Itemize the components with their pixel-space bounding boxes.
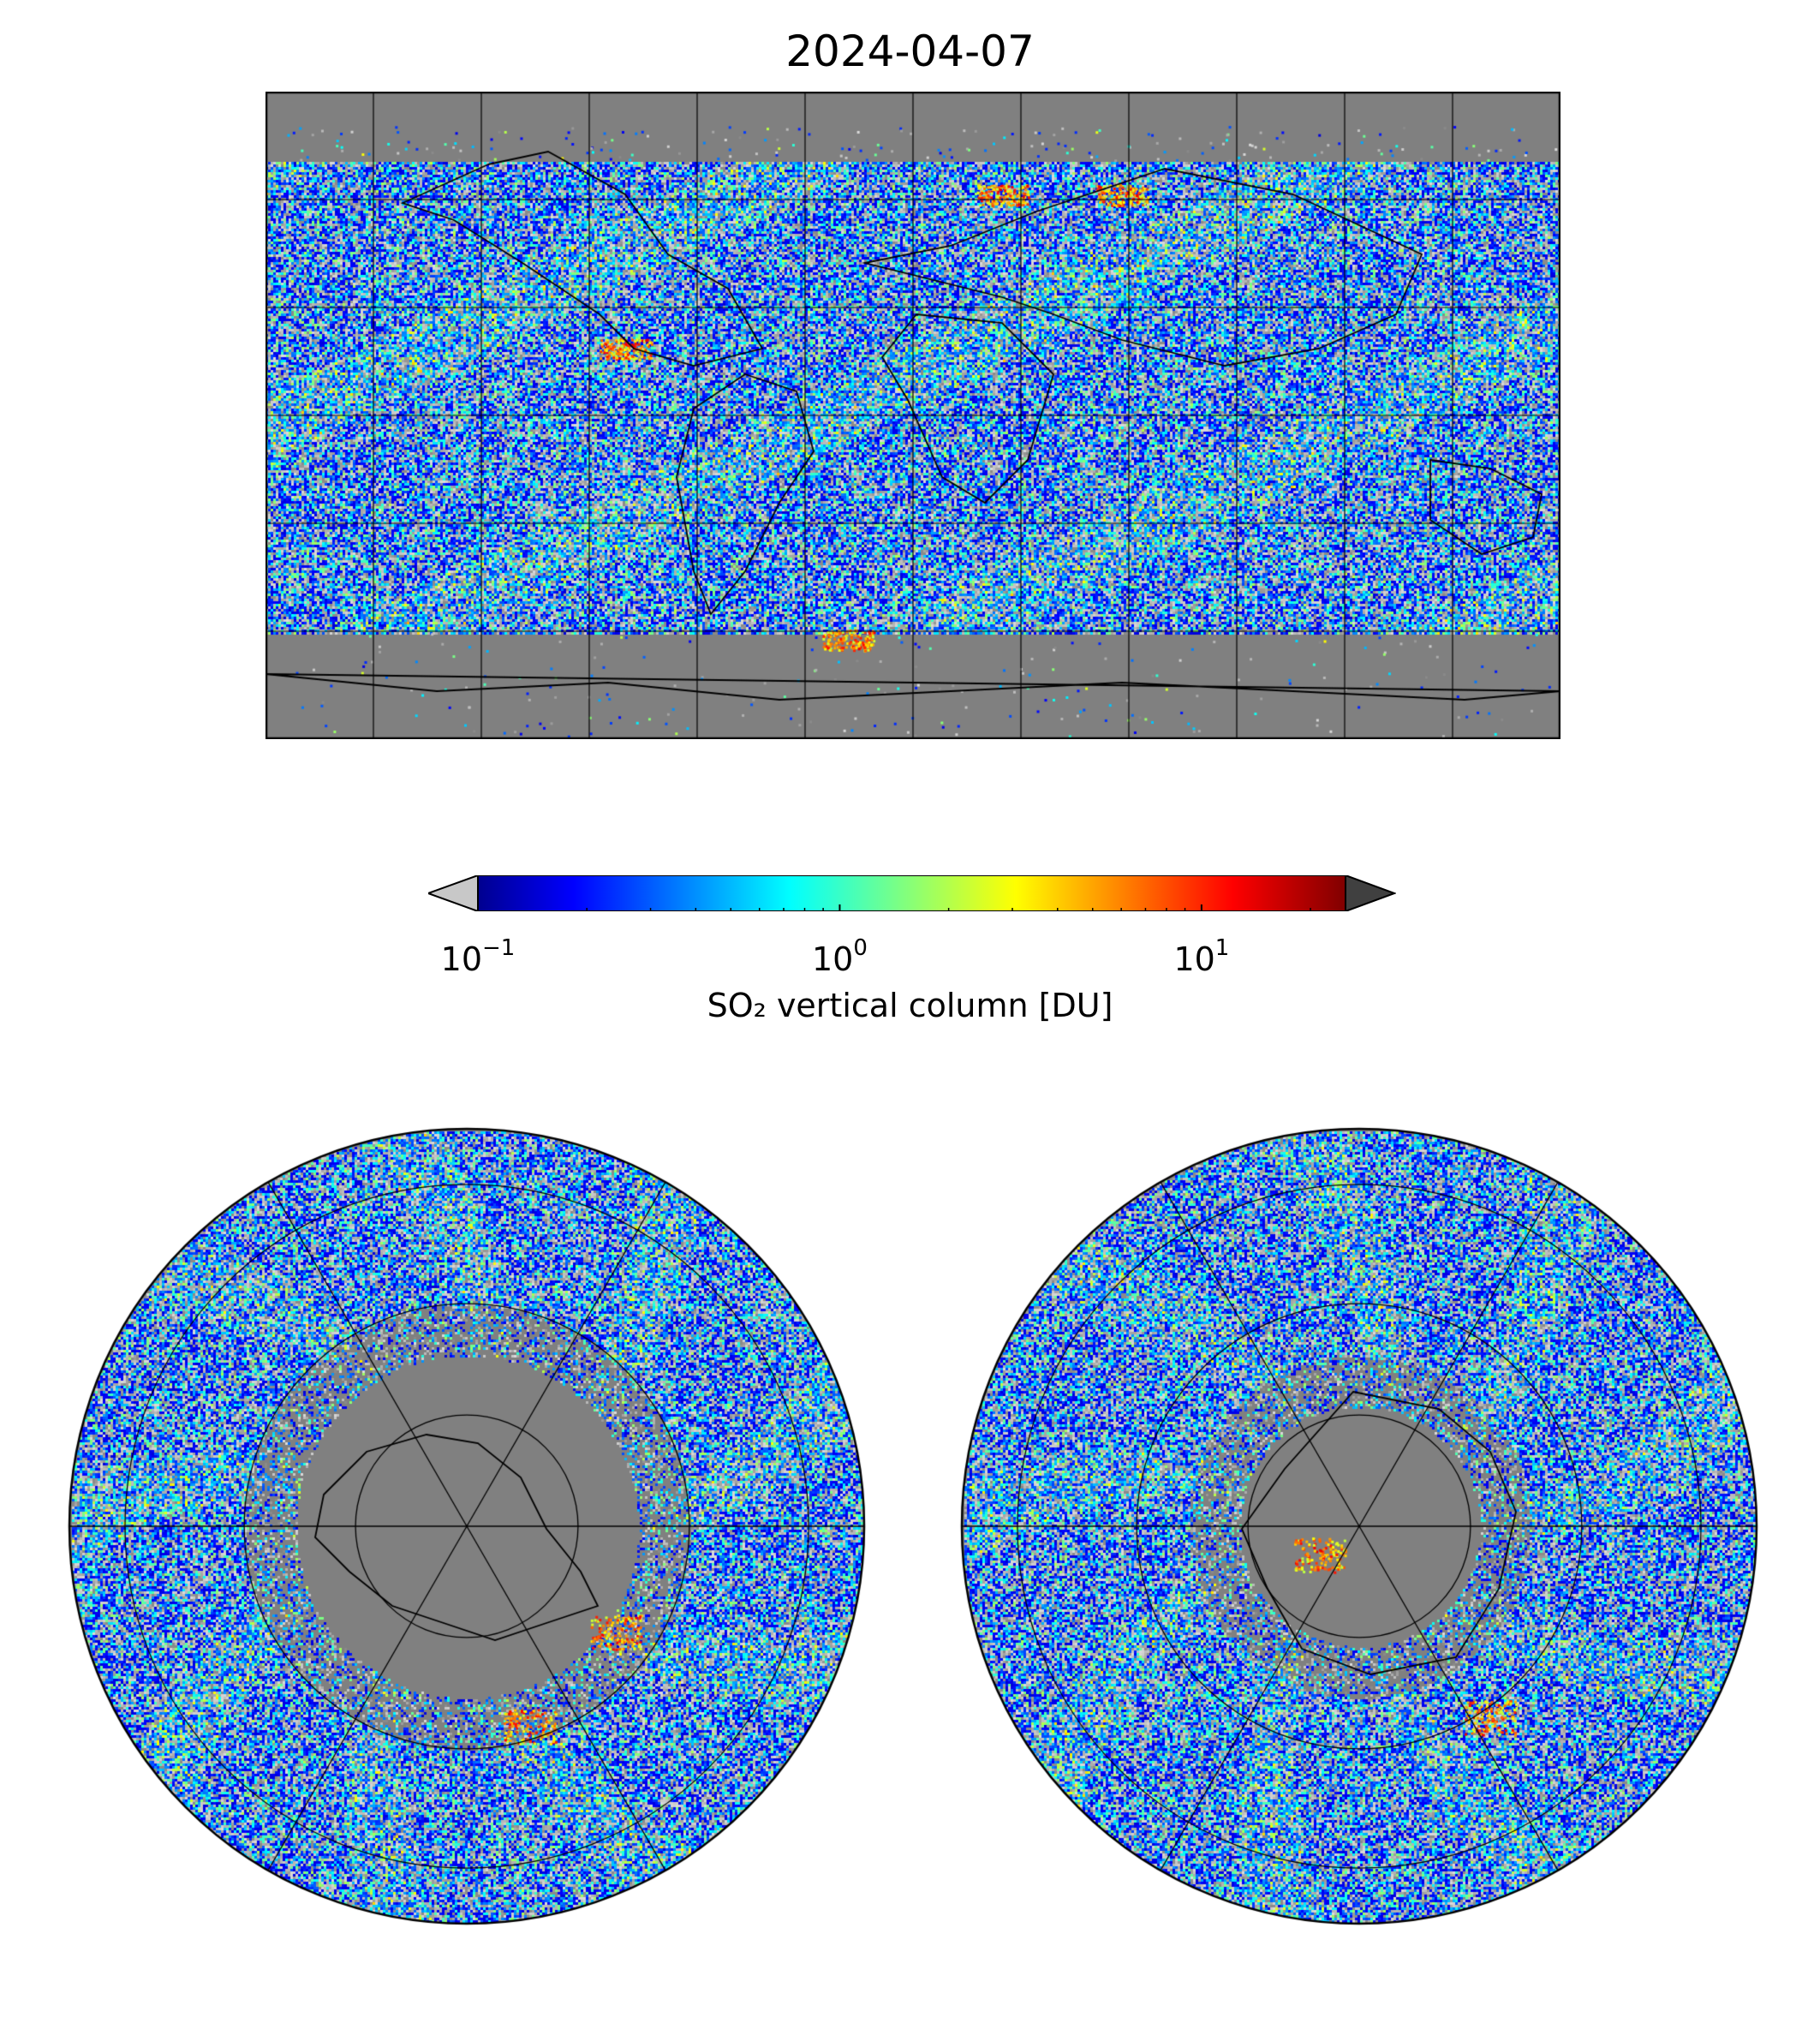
- colorbar-gradient: [477, 875, 1346, 911]
- colorbar-label: SO₂ vertical column [DU]: [707, 987, 1113, 1024]
- colorbar: [428, 875, 1396, 911]
- global-so2-map: [266, 92, 1560, 739]
- colorbar-under-triangle: [428, 875, 479, 911]
- colorbar-tick-label: 100: [811, 935, 868, 978]
- colorbar-tick-label: 101: [1173, 935, 1230, 978]
- colorbar-tick-label: 10−1: [440, 935, 516, 978]
- north-polar-so2-map: [67, 1126, 867, 1926]
- colorbar-tick-marks: [477, 904, 1311, 911]
- south-polar-so2-map: [959, 1126, 1759, 1926]
- colorbar-over-triangle: [1345, 875, 1396, 911]
- map-title: 2024-04-07: [785, 27, 1035, 76]
